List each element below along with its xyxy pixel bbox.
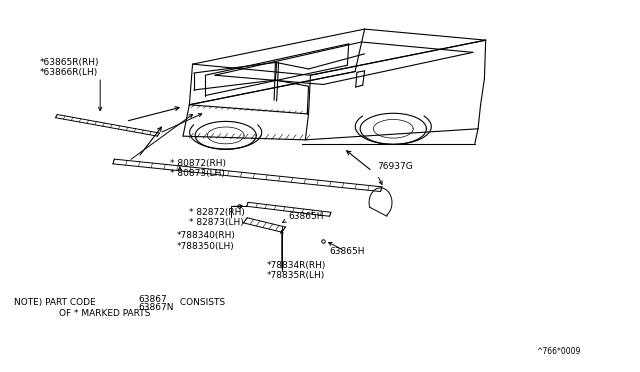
Text: OF * MARKED PARTS: OF * MARKED PARTS	[59, 309, 150, 318]
Text: ^766*0009: ^766*0009	[537, 347, 581, 356]
Text: *63866R(LH): *63866R(LH)	[40, 68, 98, 77]
Text: *78834R(RH): *78834R(RH)	[267, 261, 326, 270]
Text: 63867: 63867	[138, 295, 167, 304]
Text: 63865H: 63865H	[288, 212, 324, 221]
Text: * 82872(RH): * 82872(RH)	[189, 208, 245, 217]
Text: 63867N: 63867N	[138, 304, 174, 312]
Text: NOTE) PART CODE: NOTE) PART CODE	[14, 298, 99, 307]
Text: * 80873(LH): * 80873(LH)	[170, 169, 225, 178]
Text: 76937G: 76937G	[378, 163, 413, 171]
Text: *788350(LH): *788350(LH)	[177, 242, 234, 251]
Text: * 80872(RH): * 80872(RH)	[170, 159, 227, 168]
Text: CONSISTS: CONSISTS	[177, 298, 225, 307]
Text: *788340(RH): *788340(RH)	[177, 231, 236, 240]
Text: 63865H: 63865H	[330, 247, 365, 256]
Text: *63865R(RH): *63865R(RH)	[40, 58, 99, 67]
Text: * 82873(LH): * 82873(LH)	[189, 218, 244, 227]
Text: *78835R(LH): *78835R(LH)	[267, 271, 325, 280]
